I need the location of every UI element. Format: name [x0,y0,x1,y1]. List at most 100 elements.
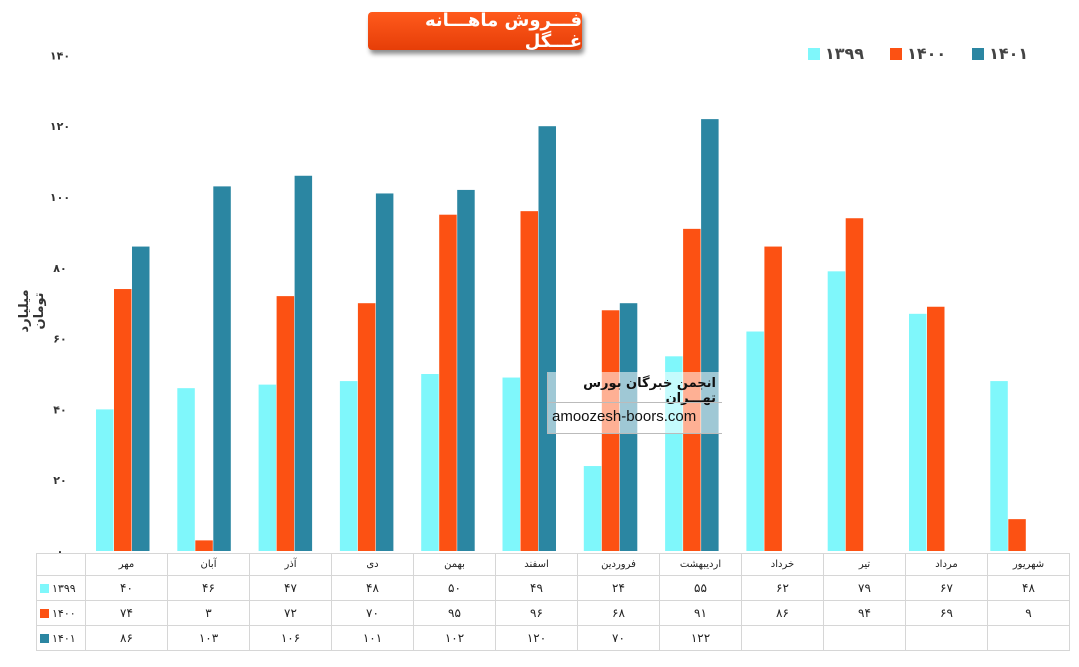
month-header: آذر [249,553,332,576]
series-header: ۱۴۰۰ [36,600,86,626]
table-cell: ۴۷ [249,575,332,601]
series-swatch [40,609,49,618]
bar-۱۳۹۹-دی [339,381,358,551]
month-header: آبان [167,553,250,576]
table-row: ۱۴۰۱ ۸۶ ۱۰۳ ۱۰۶ ۱۰۱ ۱۰۲ ۱۲۰ ۷۰ ۱۲۲ [36,625,1070,651]
legend-label-1400: ۱۴۰۰ [907,44,947,63]
bar-۱۴۰۰-تیر [845,218,864,552]
bar-۱۴۰۱-اردیبهشت [701,119,719,552]
legend-swatch-1399 [808,47,820,60]
chart-title: فـــروش ماهـــانه غـــگل [368,10,582,52]
bar-۱۴۰۰-مرداد [927,306,945,551]
table-cell: ۹۱ [659,600,742,626]
table-cell: ۹۵ [413,600,496,626]
table-cell: ۶۷ [905,575,988,601]
y-tick-label: ۸۰ [53,262,66,275]
bar-۱۳۹۹-فروردین [583,466,602,551]
legend-swatch-1401 [972,47,985,60]
table-cell: ۴۶ [167,575,250,601]
month-header: شهریور [987,553,1070,576]
table-cell: ۸۶ [741,600,824,626]
bar-۱۳۹۹-شهریور [990,381,1008,551]
y-tick-label: ۶۰ [53,333,66,346]
table-cell: ۹۶ [495,600,578,626]
bar-۱۳۹۹-مرداد [909,313,927,551]
legend-item-1400: ۱۴۰۰ [890,44,946,63]
month-header: اسفند [495,553,578,576]
y-tick-label: ۰ [57,545,64,558]
table-cell: ۹۴ [823,600,906,626]
table-cell: ۵۰ [413,575,496,601]
bar-۱۴۰۰-مهر [114,289,132,551]
table-cell: ۱۰۳ [167,625,250,651]
table-cell [987,625,1070,651]
series-header: ۱۳۹۹ [36,575,86,601]
table-cell: ۶۹ [905,600,988,626]
month-header: بهمن [413,553,496,576]
bar-۱۴۰۱-اسفند [538,126,556,551]
bar-۱۴۰۱-آذر [294,175,313,551]
series-name: ۱۳۹۹ [52,581,76,595]
table-cell: ۷۲ [249,600,332,626]
bar-۱۴۰۱-دی [375,193,394,551]
table-corner [36,553,86,576]
watermark-divider [548,402,722,403]
table-cell [905,625,988,651]
watermark: انجمن خبرگان بورس تهـــران amoozesh-boor… [547,372,722,434]
table-cell [741,625,824,651]
table-cell: ۷۰ [331,600,414,626]
table-cell: ۱۲۰ [495,625,578,651]
y-axis-label: میلیارد تومان [17,289,47,333]
legend: ۱۳۹۹ ۱۴۰۰ ۱۴۰۱ [808,44,1028,63]
table-cell: ۶۸ [577,600,660,626]
series-name: ۱۴۰۰ [52,606,76,620]
bar-۱۴۰۰-آذر [276,296,295,551]
table-cell: ۶۲ [741,575,824,601]
series-name: ۱۴۰۱ [52,631,76,645]
y-tick-label: ۴۰ [53,403,66,416]
table-cell: ۱۰۶ [249,625,332,651]
bar-۱۳۹۹-خرداد [746,331,764,551]
table-cell: ۷۰ [577,625,660,651]
bar-۱۳۹۹-تیر [827,271,846,551]
month-header: تیر [823,553,906,576]
y-tick-label: ۲۰ [53,474,66,487]
legend-item-1401: ۱۴۰۱ [972,44,1028,63]
table-cell: ۷۹ [823,575,906,601]
table-cell: ۳ [167,600,250,626]
month-header: مرداد [905,553,988,576]
month-header: خرداد [741,553,824,576]
month-header: فروردین [577,553,660,576]
legend-label-1401: ۱۴۰۱ [989,44,1029,63]
table-row: ۱۳۹۹ ۴۰ ۴۶ ۴۷ ۴۸ ۵۰ ۴۹ ۲۴ ۵۵ ۶۲ ۷۹ ۶۷ ۴۸ [36,575,1070,601]
data-table: مهر آبان آذر دی بهمن اسفند فروردین اردیبهشت خردا… [36,553,1070,651]
table-cell: ۸۶ [85,625,168,651]
table-cell: ۷۴ [85,600,168,626]
table-cell: ۲۴ [577,575,660,601]
y-tick-label: ۱۴۰ [50,49,70,62]
table-cell: ۹ [987,600,1070,626]
y-tick-label: ۱۲۰ [50,120,70,133]
bar-۱۴۰۰-شهریور [1008,519,1026,551]
bar-۱۴۰۰-آبان [195,540,213,551]
table-cell: ۴۹ [495,575,578,601]
month-header: دی [331,553,414,576]
series-swatch [40,584,49,593]
legend-swatch-1400 [890,47,903,60]
month-header: اردیبهشت [659,553,742,576]
series-header: ۱۴۰۱ [36,625,86,651]
bar-۱۴۰۰-خرداد [764,246,782,551]
bar-۱۳۹۹-آذر [258,384,277,551]
bar-۱۳۹۹-مهر [96,409,114,551]
table-cell [823,625,906,651]
table-cell: ۴۰ [85,575,168,601]
table-cell: ۱۲۲ [659,625,742,651]
bar-۱۴۰۱-مهر [132,246,150,551]
bar-۱۳۹۹-اسفند [502,377,520,551]
y-tick-label: ۱۰۰ [50,191,70,204]
series-swatch [40,634,49,643]
bar-۱۳۹۹-بهمن [421,374,439,551]
bar-۱۴۰۱-آبان [213,186,231,551]
bar-۱۴۰۰-دی [357,303,376,551]
bar-۱۴۰۱-بهمن [457,189,475,552]
